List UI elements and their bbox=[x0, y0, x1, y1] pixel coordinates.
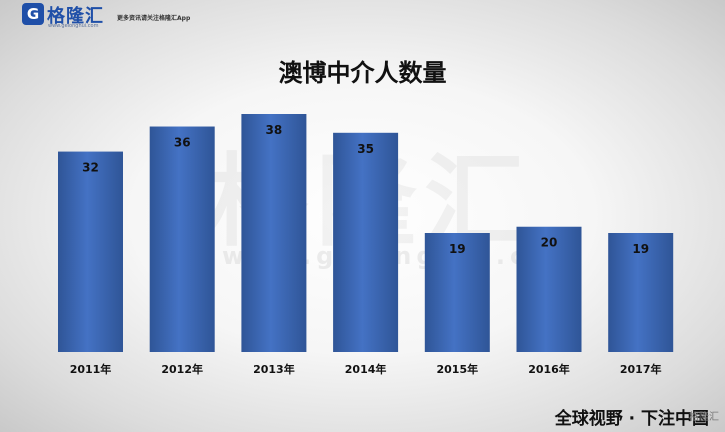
brand-slogan: 更多资讯请关注格隆汇App bbox=[117, 15, 191, 22]
bar-2013年 bbox=[241, 114, 307, 352]
bar-2017年 bbox=[608, 233, 674, 352]
x-tick-label: 2014年 bbox=[345, 362, 387, 376]
brand-name: 格隆汇 bbox=[47, 6, 104, 27]
bar-2015年 bbox=[424, 233, 490, 352]
data-label: 20 bbox=[541, 236, 558, 250]
footer-handle: 格隆汇 bbox=[689, 412, 719, 423]
brand-mark-icon: G bbox=[22, 3, 44, 25]
data-label: 32 bbox=[82, 161, 99, 175]
x-tick-label: 2012年 bbox=[161, 362, 203, 376]
brand-logo: G 格隆汇 www.gelonghui.com 更多资讯请关注格隆汇App bbox=[22, 3, 262, 29]
footer-slogan: 全球视野 · 下注中国 bbox=[554, 409, 709, 429]
bar-2016年 bbox=[516, 226, 582, 352]
bar-2014年 bbox=[333, 132, 399, 352]
x-tick-label: 2011年 bbox=[70, 362, 112, 376]
x-tick-label: 2016年 bbox=[528, 362, 570, 376]
data-label: 19 bbox=[449, 242, 466, 256]
x-tick-label: 2017年 bbox=[620, 362, 662, 376]
data-label: 19 bbox=[632, 242, 649, 256]
data-label: 38 bbox=[266, 123, 283, 137]
x-tick-label: 2015年 bbox=[436, 362, 478, 376]
x-tick-label: 2013年 bbox=[253, 362, 295, 376]
bar-2011年 bbox=[58, 151, 123, 352]
bar-2012年 bbox=[149, 126, 215, 353]
data-label: 35 bbox=[357, 142, 374, 156]
brand-url: www.gelonghui.com bbox=[48, 23, 99, 29]
data-label: 36 bbox=[174, 136, 191, 150]
chart-title: 澳博中介人数量 bbox=[278, 59, 447, 87]
